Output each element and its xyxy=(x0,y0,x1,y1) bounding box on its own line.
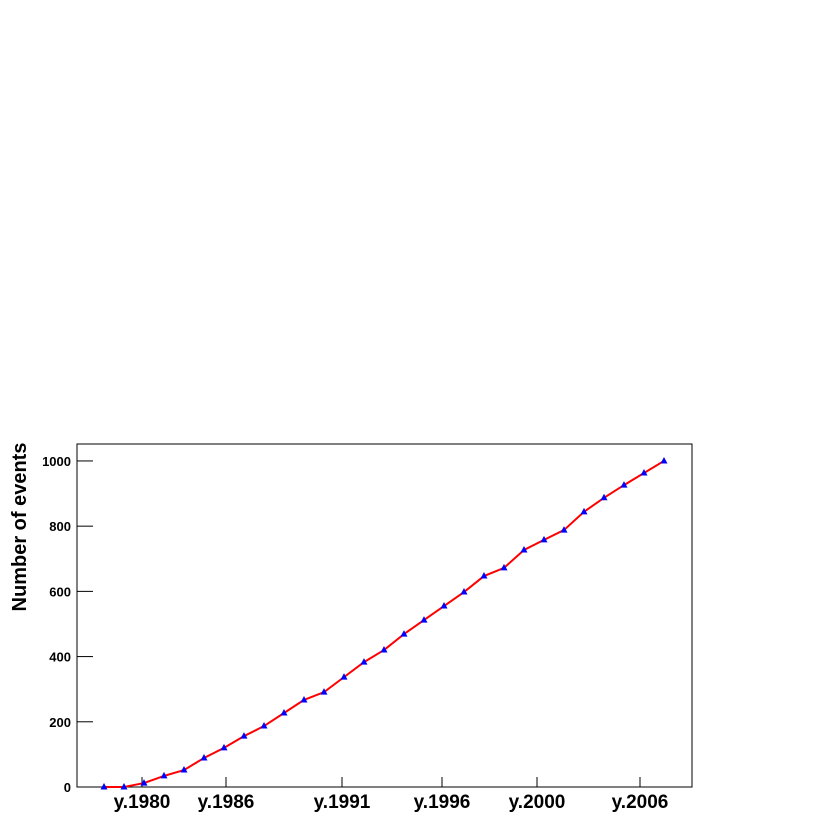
data-point xyxy=(140,779,148,786)
data-point xyxy=(500,563,508,571)
data-point xyxy=(100,783,108,790)
data-point xyxy=(480,572,488,579)
data-point xyxy=(540,535,548,543)
data-point xyxy=(600,493,608,501)
data-point xyxy=(400,630,408,637)
y-tick-label: 200 xyxy=(49,715,71,730)
y-tick-label: 0 xyxy=(64,780,71,795)
data-point xyxy=(660,456,668,464)
data-point xyxy=(280,708,288,716)
data-point xyxy=(200,753,208,761)
x-tick-label: y.2006 xyxy=(612,792,669,813)
data-point xyxy=(160,771,168,779)
x-tick-label: y.1996 xyxy=(414,792,471,813)
y-tick-label: 600 xyxy=(49,584,71,599)
x-tick-label: y.2000 xyxy=(509,792,566,813)
data-point xyxy=(120,783,128,790)
x-tick-label: y.1986 xyxy=(198,792,255,813)
data-point xyxy=(440,602,448,609)
data-point xyxy=(240,732,248,739)
data-point xyxy=(220,743,228,751)
plot-frame xyxy=(76,443,693,788)
data-point xyxy=(360,658,368,665)
data-point xyxy=(180,766,188,773)
y-tick-label: 1000 xyxy=(42,454,71,469)
y-tick-label: 800 xyxy=(49,519,71,534)
x-tick-label: y.1991 xyxy=(314,792,371,813)
data-point xyxy=(260,722,268,729)
data-point xyxy=(640,469,648,476)
data-point xyxy=(520,545,528,553)
data-line xyxy=(104,460,665,788)
y-axis-title: Number of events xyxy=(9,443,31,612)
data-point xyxy=(460,588,468,595)
data-point xyxy=(420,616,428,623)
data-point xyxy=(380,646,388,653)
data-point xyxy=(300,695,308,703)
data-point xyxy=(580,507,588,515)
data-point xyxy=(320,688,328,695)
data-point xyxy=(340,673,348,680)
y-tick-label: 400 xyxy=(49,650,71,665)
data-point xyxy=(620,481,628,488)
x-tick-label: y.1980 xyxy=(114,792,171,813)
data-point xyxy=(560,526,568,533)
